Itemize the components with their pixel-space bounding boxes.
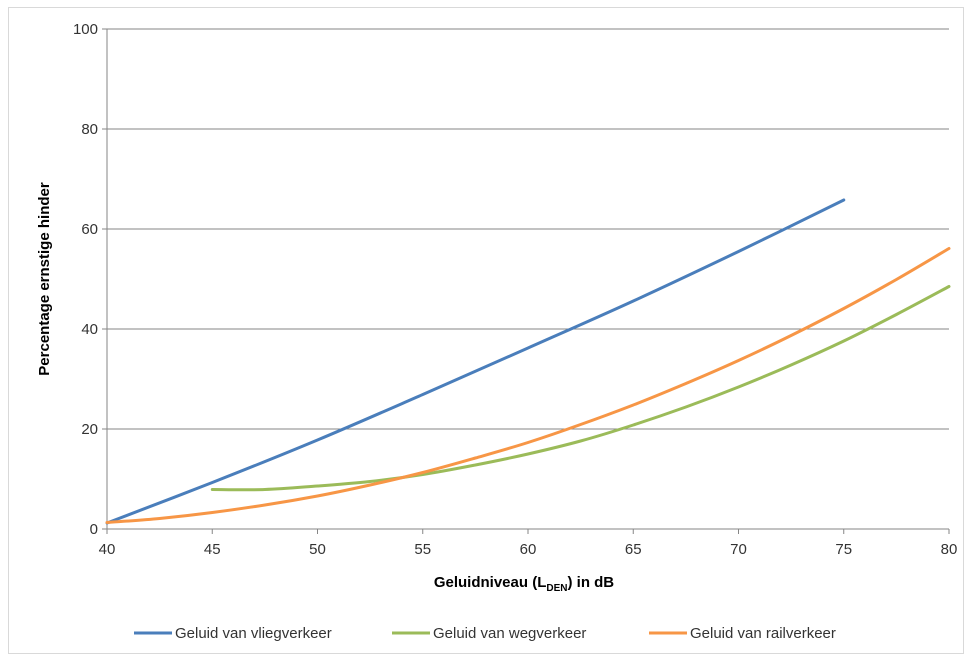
x-tick-label-1: 45 (204, 541, 221, 558)
y-tick-label-5: 100 (73, 21, 98, 38)
y-axis-title: Percentage ernstige hinder (36, 182, 53, 376)
legend-label-2: Geluid van railverkeer (690, 625, 836, 642)
legend-label-0: Geluid van vliegverkeer (175, 625, 332, 642)
x-axis-title-main: Geluidniveau (L (434, 574, 547, 591)
x-axis-title-sub: DEN (546, 583, 567, 594)
x-tick-label-7: 75 (835, 541, 852, 558)
x-tick-labels: 40 45 50 55 60 65 70 75 80 (99, 541, 958, 558)
x-tick-label-5: 65 (625, 541, 642, 558)
chart-frame (8, 7, 964, 654)
y-tick-label-3: 60 (81, 221, 98, 238)
x-tick-label-2: 50 (309, 541, 326, 558)
x-tick-label-0: 40 (99, 541, 116, 558)
axes (106, 29, 950, 534)
x-tick-label-3: 55 (414, 541, 431, 558)
series-line-1 (210, 285, 951, 492)
series-line-0 (105, 198, 846, 525)
x-tick-label-8: 80 (941, 541, 958, 558)
x-tick-label-4: 60 (520, 541, 537, 558)
legend: Geluid van vliegverkeer Geluid van wegver… (134, 625, 836, 642)
y-tick-label-1: 20 (81, 421, 98, 438)
series-lines (105, 198, 951, 525)
y-tick-label-4: 80 (81, 121, 98, 138)
x-axis-title-tail: ) in dB (567, 574, 614, 591)
y-tick-labels: 0 20 40 60 80 100 (73, 21, 98, 538)
x-tick-label-6: 70 (730, 541, 747, 558)
legend-label-1: Geluid van wegverkeer (433, 625, 586, 642)
x-axis-title: Geluidniveau (LDEN) in dB (434, 574, 614, 594)
gridlines (102, 28, 949, 530)
y-tick-label-0: 0 (90, 521, 98, 538)
y-tick-label-2: 40 (81, 321, 98, 338)
series-line-2 (105, 247, 951, 524)
